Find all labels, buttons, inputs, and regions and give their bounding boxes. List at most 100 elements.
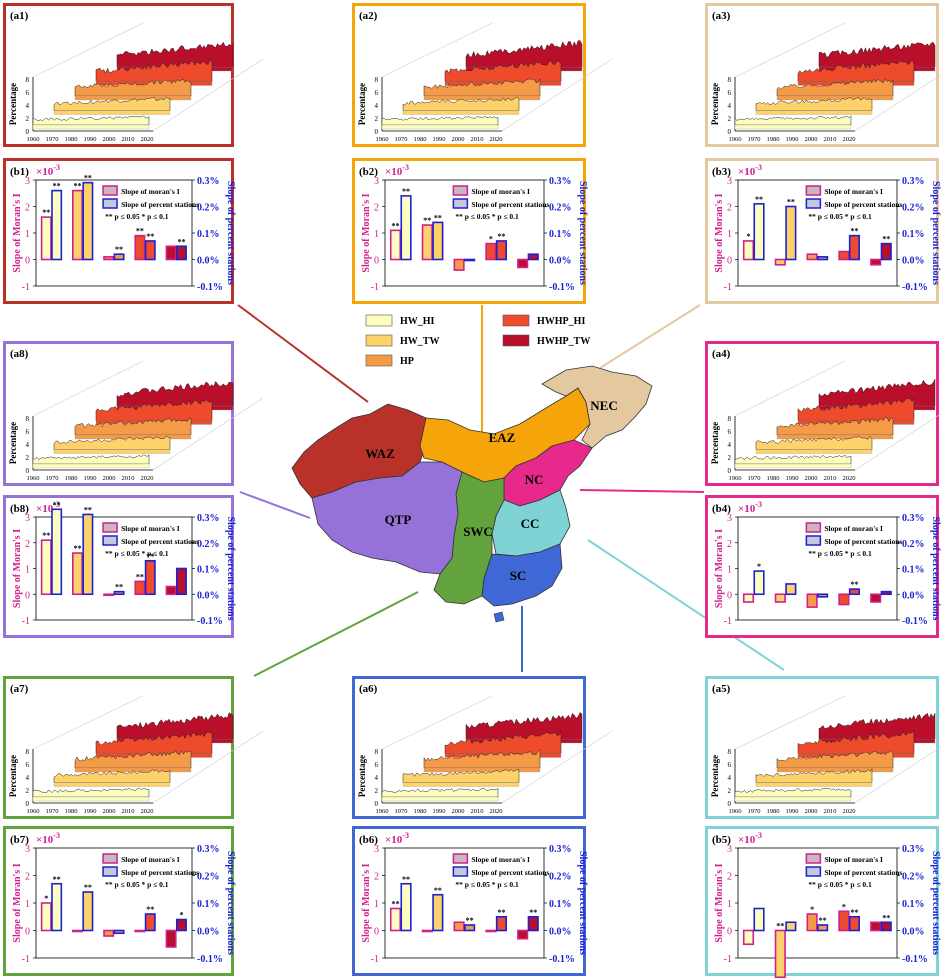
bar-moran-HP <box>806 593 818 608</box>
bar-percent-HWHP_HI <box>144 240 156 261</box>
exponent-label: ×10-3 <box>36 500 60 515</box>
y-axis-title: Percentage <box>8 83 18 125</box>
y-tick-label: 0 <box>728 128 732 136</box>
y-tick-label: 2 <box>728 787 732 795</box>
left-axis-title: Slope of Moran's I <box>714 529 725 608</box>
x-tick-label: 2020 <box>490 808 503 815</box>
x-tick-label: 2000 <box>805 475 818 482</box>
left-tick-label: 3 <box>25 176 30 187</box>
sig-percent: ** <box>850 580 858 589</box>
sig-percent: ** <box>434 886 442 895</box>
left-tick-label: 3 <box>727 176 732 187</box>
y-tick-label: 2 <box>728 454 732 462</box>
sig-percent: ** <box>497 908 505 917</box>
bar-percent-HW_TW <box>432 893 444 932</box>
legend-significance: ** p ≤ 0.05 * p ≤ 0.1 <box>455 212 519 221</box>
depth-guide <box>152 58 264 132</box>
y-tick-label: 6 <box>728 428 732 436</box>
bar-moran-HP <box>103 256 115 261</box>
exponent-label: ×10-3 <box>36 163 60 178</box>
left-axis-title: Slope of Moran's I <box>361 863 372 942</box>
left-tick-label: 0 <box>374 927 379 938</box>
legend-moran: Slope of moran's I <box>121 187 180 196</box>
legend-moran: Slope of moran's I <box>471 187 530 196</box>
x-tick-label: 1970 <box>46 808 59 815</box>
x-tick-label: 2020 <box>490 136 503 143</box>
y-tick-label: 0 <box>728 467 732 475</box>
bar-moran-HWHP_HI <box>134 929 146 933</box>
legend-percent: Slope of percent stations <box>824 200 902 209</box>
sig-moran: * <box>44 894 48 903</box>
sig-percent: ** <box>53 182 61 191</box>
left-tick-label: 1 <box>374 899 379 910</box>
left-tick-label: 2 <box>25 539 30 550</box>
sig-percent: ** <box>529 908 537 917</box>
legend-moran: Slope of moran's I <box>824 855 883 864</box>
y-tick-label: 6 <box>375 761 379 769</box>
sig-moran: * <box>842 902 846 911</box>
bar-moran-HWHP_HI <box>134 580 146 596</box>
bar-panel-b5: (b5) ×10-3 -1 0 1 2 3 -0.1% 0.0% 0.1% 0.2% 0.3% Slop… <box>705 826 941 979</box>
bar-moran-HWHP_TW <box>517 929 529 940</box>
china-map: WAZ EAZ NEC NC CC SC SWC QTP <box>291 365 653 623</box>
bar-percent-HW_TW <box>785 205 797 261</box>
legend-moran: Slope of moran's I <box>471 855 530 864</box>
left-tick-label: 2 <box>25 203 30 214</box>
right-tick-label: 0.1% <box>197 565 220 576</box>
sig-moran: ** <box>391 900 399 909</box>
bar-moran-HP <box>103 593 115 597</box>
sig-moran: ** <box>776 922 784 931</box>
ribbon-base <box>755 782 873 787</box>
y-tick-label: 2 <box>26 454 30 462</box>
bar-moran-HW_TW <box>421 929 433 933</box>
x-tick-label: 2010 <box>824 136 837 143</box>
y-tick-label: 8 <box>375 748 379 756</box>
legend-swatch-moran <box>452 185 469 196</box>
sig-percent: * <box>179 911 183 920</box>
bar-moran-HW_HI <box>742 929 755 946</box>
exponent-base: ×10 <box>36 166 54 178</box>
y-tick-label: 4 <box>26 774 30 782</box>
exponent-power: -3 <box>53 163 60 172</box>
depth-guide <box>734 22 846 78</box>
sig-percent: ** <box>755 195 763 204</box>
connector-WAZ <box>237 304 369 403</box>
map-label-QTP: QTP <box>385 512 412 527</box>
right-tick-label: 0.2% <box>549 872 572 883</box>
right-tick-label: -0.1% <box>902 282 928 293</box>
ribbon-base <box>53 110 171 115</box>
line-panel-a5: (a5) 0 2 4 6 8 Percentage 1960 1970 1980 1990 2000 2… <box>705 676 941 819</box>
line-panel-a6: (a6) 0 2 4 6 8 Percentage 1960 1970 1980 1990 2000 2… <box>352 676 613 819</box>
panel-frame <box>3 826 234 976</box>
x-tick-label: 1990 <box>84 136 97 143</box>
panel-label: (a6) <box>359 683 378 695</box>
connectors <box>237 304 785 677</box>
series-legend: HW_HI HW_TW HP HWHP_HI HWHP_TW <box>365 314 590 367</box>
sig-moran: ** <box>73 544 81 553</box>
ribbon-base <box>402 782 520 787</box>
legend-swatch-moran <box>102 853 118 864</box>
sig-moran: ** <box>42 531 50 540</box>
left-tick-label: -1 <box>22 282 30 293</box>
series-ribbon-HWHP_TW <box>465 40 583 68</box>
bar-moran-HW_TW <box>72 552 83 596</box>
legend-swatch-percent <box>805 535 822 546</box>
x-tick-label: 1960 <box>27 136 40 143</box>
series-ribbon-HWHP_TW <box>465 712 583 740</box>
right-tick-label: 0.1% <box>902 899 925 910</box>
left-tick-label: 0 <box>727 256 732 267</box>
bar-percent-HP <box>817 924 829 932</box>
left-tick-label: 2 <box>25 872 30 883</box>
right-tick-label: 0.0% <box>197 927 220 938</box>
bar-percent-HWHP_HI <box>848 915 861 932</box>
bar-percent-HWHP_TW <box>175 567 187 596</box>
x-tick-label: 1980 <box>65 808 78 815</box>
x-tick-label: 1960 <box>27 475 40 482</box>
bar-moran-HW_HI <box>40 216 52 261</box>
sig-percent: ** <box>850 908 858 917</box>
bar-percent-HP <box>113 253 125 261</box>
right-tick-label: 0.2% <box>197 539 220 550</box>
series-ribbon-HP <box>423 78 541 97</box>
bar-moran-HW_HI <box>389 907 402 932</box>
